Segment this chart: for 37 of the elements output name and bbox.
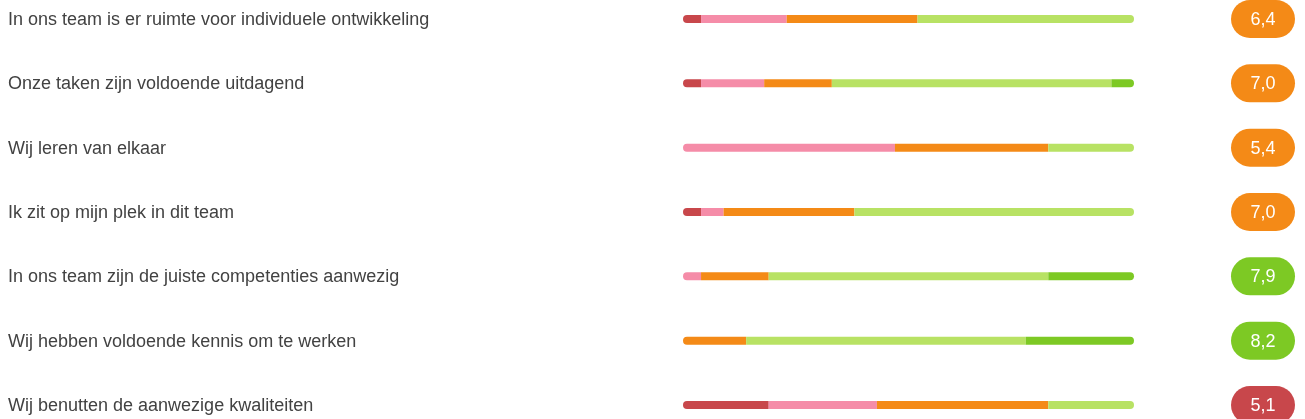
bar: [701, 15, 787, 23]
bar: [786, 15, 918, 23]
bar: [746, 336, 1026, 345]
bar: [683, 336, 747, 345]
bar: [831, 79, 1112, 88]
y-tick-label: Wij benutten de aanwezige kwaliteiten: [8, 395, 314, 415]
bar: [701, 79, 765, 88]
bar: [701, 208, 724, 216]
bar: [723, 208, 855, 216]
y-tick-label: Onze taken zijn voldoende uitdagend: [8, 73, 305, 94]
bar: [683, 143, 895, 152]
bar: [764, 79, 832, 88]
y-tick-label: In ons team zijn de juiste competenties aanwezig: [8, 266, 400, 287]
y-tick-label: In ons team is er ruimte voor individuele ontwikkeling: [8, 9, 430, 29]
bar: [1048, 143, 1134, 152]
bar: [1025, 336, 1134, 345]
text: 5,1: [1250, 395, 1276, 415]
bar: [1111, 79, 1134, 88]
text: 6,4: [1250, 9, 1276, 29]
text: 5,4: [1250, 137, 1276, 158]
bar: [1048, 272, 1134, 281]
y-tick-label: Ik zit op mijn plek in dit team: [8, 202, 235, 222]
bar: [917, 15, 1134, 23]
text: 7,0: [1250, 73, 1276, 94]
y-tick-label: Wij hebben voldoende kennis om te werken: [8, 330, 357, 351]
text: 8,2: [1250, 330, 1276, 351]
bar: [683, 401, 769, 409]
bar: [894, 143, 1049, 152]
bar: [701, 272, 769, 281]
bar: [876, 401, 1049, 409]
bar: [768, 272, 1049, 281]
bar: [768, 401, 877, 409]
text: 7,0: [1250, 202, 1276, 222]
y-tick-label: Wij leren van elkaar: [8, 137, 167, 158]
text: 7,9: [1250, 266, 1276, 287]
bar: [1048, 401, 1134, 409]
bar: [854, 208, 1134, 216]
